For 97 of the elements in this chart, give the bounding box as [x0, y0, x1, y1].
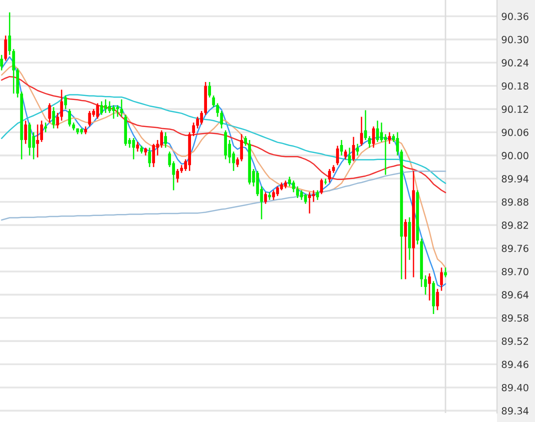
candlestick — [424, 274, 427, 296]
candlestick — [152, 143, 156, 168]
candlestick — [368, 135, 371, 148]
candlestick — [224, 130, 227, 160]
candlestick — [8, 12, 12, 56]
candlestick — [112, 104, 116, 120]
candlestick — [120, 98, 124, 118]
candlestick — [300, 190, 303, 201]
candlestick — [404, 218, 407, 280]
y-tick-label: 89.58 — [502, 314, 528, 322]
y-tick-label: 90.06 — [502, 128, 528, 136]
candlestick — [56, 112, 60, 130]
y-tick-label: 90.12 — [502, 106, 528, 113]
candlestick — [236, 156, 239, 168]
candlestick — [136, 141, 140, 152]
y-tick-label: 90.24 — [502, 59, 528, 66]
candlestick — [340, 139, 343, 156]
candlestick — [264, 192, 267, 204]
candlestick — [344, 149, 347, 160]
line-series — [0, 94, 446, 184]
candlestick — [388, 132, 391, 144]
candlestick — [432, 280, 435, 315]
candlestick — [68, 108, 72, 128]
y-tick-label: 89.82 — [502, 222, 528, 229]
candlestick — [296, 186, 299, 199]
candlestick — [52, 106, 56, 130]
candlestick — [220, 110, 223, 130]
y-tick-label: 89.46 — [502, 360, 528, 368]
candlestick — [12, 48, 16, 94]
candlestick — [148, 147, 152, 168]
candlestick — [352, 136, 355, 162]
candlestick — [44, 122, 48, 133]
candlestick — [96, 102, 100, 120]
y-tick-label: 89.34 — [502, 407, 528, 415]
candlestick — [444, 266, 447, 278]
candlestick — [64, 94, 68, 110]
candlestick — [4, 34, 8, 62]
candlestick — [100, 100, 104, 116]
candlestick — [40, 120, 44, 143]
y-tick-label: 89.40 — [502, 384, 528, 392]
candlestick — [200, 110, 203, 126]
candlestick — [0, 54, 4, 72]
candlestick — [304, 194, 307, 204]
y-tick-label: 89.70 — [502, 268, 528, 276]
candlestick — [28, 122, 32, 156]
candlestick — [348, 147, 351, 166]
candlestick — [48, 102, 52, 124]
candlestick — [216, 102, 219, 118]
y-tick-label: 90.00 — [502, 152, 528, 160]
y-tick-label: 90.36 — [502, 12, 528, 20]
candlestick — [60, 89, 64, 122]
candlestick — [316, 190, 319, 201]
line-series — [0, 170, 446, 221]
candlestick — [364, 110, 367, 141]
candlestick — [360, 116, 363, 146]
candlestick — [428, 272, 431, 302]
candlestick — [276, 186, 279, 197]
candlestick — [380, 122, 383, 143]
candlestick — [372, 126, 375, 148]
y-tick-label: 89.64 — [502, 291, 528, 298]
candlestick — [104, 98, 108, 114]
candlestick — [192, 122, 195, 137]
candlestick — [272, 190, 275, 201]
candlestick — [240, 134, 243, 162]
candlestick — [88, 110, 92, 128]
candlestick — [16, 68, 20, 98]
candlestick — [116, 104, 120, 118]
y-tick-label: 89.88 — [502, 198, 528, 206]
candlestick — [160, 130, 163, 148]
candlestick — [440, 266, 443, 292]
candlestick — [356, 143, 359, 156]
candlestick — [208, 81, 211, 98]
candlestick — [308, 192, 311, 214]
y-tick-label: 90.18 — [502, 82, 528, 90]
candlestick — [384, 134, 387, 176]
y-tick-label: 89.52 — [502, 338, 528, 345]
candlestick — [24, 120, 28, 144]
y-tick-label: 89.76 — [502, 244, 528, 252]
candlestick — [376, 120, 379, 143]
candlestick — [292, 180, 295, 193]
candlestick — [436, 288, 439, 311]
candlestick — [212, 94, 215, 108]
candlestick — [196, 116, 199, 130]
candlestick — [244, 135, 247, 146]
candlestick — [132, 137, 136, 160]
candlestick — [312, 190, 315, 202]
candlestick — [336, 145, 339, 166]
candlestick — [108, 100, 112, 114]
y-tick-label: 90.30 — [502, 36, 528, 44]
candlestick — [164, 132, 167, 148]
candlestick — [176, 168, 179, 184]
candlestick — [320, 178, 323, 195]
y-tick-label: 89.94 — [502, 175, 528, 182]
candlestick — [288, 176, 291, 188]
candlestick — [396, 132, 399, 156]
candlestick — [36, 124, 40, 158]
candlestick — [328, 168, 331, 184]
